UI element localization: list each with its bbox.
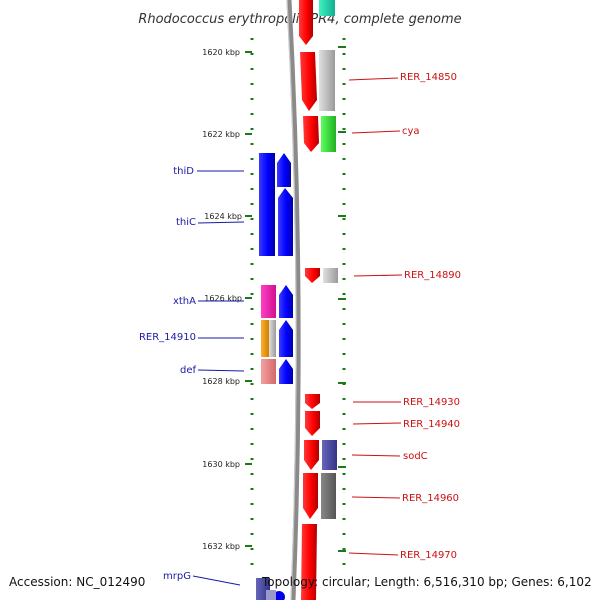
gene-label-sodc[interactable]: sodC xyxy=(351,451,428,462)
gene-block[interactable] xyxy=(269,320,276,357)
gene-arrow[interactable] xyxy=(305,268,320,283)
gene-label-rer-14930[interactable]: RER_14930 xyxy=(353,397,460,408)
gene-block[interactable] xyxy=(259,153,275,256)
gene-arrow[interactable] xyxy=(301,524,317,600)
gene-label-text: def xyxy=(180,365,197,376)
gene-label-text: RER_14910 xyxy=(139,332,196,343)
tick-label: 1628 kbp xyxy=(202,377,240,386)
gene-label-cya[interactable]: cya xyxy=(351,126,420,137)
gene-label-text: RER_14930 xyxy=(403,397,460,408)
gene-arrow[interactable] xyxy=(279,359,293,384)
genome-backbone xyxy=(286,0,301,600)
gene-block[interactable] xyxy=(266,590,276,600)
gene-label-text: RER_14850 xyxy=(400,72,457,83)
ruler-tick: 1626 kbp xyxy=(204,294,252,303)
gene-arrow[interactable] xyxy=(300,52,317,111)
ruler-tick: 1624 kbp xyxy=(204,212,252,221)
gene-label-text: xthA xyxy=(173,296,196,307)
gene-arrow[interactable] xyxy=(278,188,293,256)
gene-arrow[interactable] xyxy=(277,153,291,187)
gene-arrow[interactable] xyxy=(303,473,318,519)
ruler-tick: 1628 kbp xyxy=(202,377,252,386)
gene-label-rer-14970[interactable]: RER_14970 xyxy=(348,550,457,561)
gene-label-text: RER_14970 xyxy=(400,550,457,561)
gene-label-rer-14940[interactable]: RER_14940 xyxy=(352,419,460,430)
gene-marker[interactable] xyxy=(273,591,285,600)
tick-label: 1624 kbp xyxy=(204,212,242,221)
gene-block[interactable] xyxy=(321,473,336,519)
gene-block[interactable] xyxy=(261,285,276,318)
gene-arrow[interactable] xyxy=(303,116,319,152)
ruler-tick: 1632 kbp xyxy=(202,542,252,551)
tick-label: 1632 kbp xyxy=(202,542,240,551)
gene-arrow[interactable] xyxy=(279,320,293,357)
tick-label: 1622 kbp xyxy=(202,130,240,139)
tick-label: 1620 kbp xyxy=(202,48,240,57)
gene-label-rer-14850[interactable]: RER_14850 xyxy=(348,72,457,83)
gene-label-text: RER_14890 xyxy=(404,270,461,281)
gene-block[interactable] xyxy=(319,50,335,111)
gene-label-mrpg[interactable]: mrpG xyxy=(163,571,241,586)
topology-summary: Topology: circular; Length: 6,516,310 bp… xyxy=(262,575,592,589)
ruler-tick-right xyxy=(338,46,346,552)
gene-label-text: cya xyxy=(402,126,420,137)
gene-label-rer-14890[interactable]: RER_14890 xyxy=(353,270,461,281)
gene-label-text: RER_14940 xyxy=(403,419,460,430)
gene-label-text: RER_14960 xyxy=(402,493,459,504)
gene-label-thic[interactable]: thiC xyxy=(176,217,245,228)
gene-label-text: sodC xyxy=(403,451,428,462)
accession-label: Accession: NC_012490 xyxy=(9,575,146,589)
gene-arrow[interactable] xyxy=(279,285,293,318)
gene-block[interactable] xyxy=(261,320,269,357)
gene-block[interactable] xyxy=(321,116,336,152)
gene-arrow[interactable] xyxy=(305,411,320,436)
gene-label-text: mrpG xyxy=(163,571,191,582)
gene-block[interactable] xyxy=(319,0,335,16)
gene-label-thid[interactable]: thiD xyxy=(173,166,244,177)
gene-block[interactable] xyxy=(323,268,338,283)
gene-label-text: thiD xyxy=(173,166,194,177)
gene-label-xtha[interactable]: xthA xyxy=(173,296,244,307)
genome-backbone-highlight xyxy=(286,0,297,600)
gene-arrow[interactable] xyxy=(299,0,313,45)
tick-label: 1626 kbp xyxy=(204,294,242,303)
gene-arrow[interactable] xyxy=(304,440,319,470)
gene-block[interactable] xyxy=(322,440,337,470)
tick-label: 1630 kbp xyxy=(202,460,240,469)
gene-label-def[interactable]: def xyxy=(180,365,245,376)
ruler-tick: 1630 kbp xyxy=(202,460,252,469)
gene-label-rer-14960[interactable]: RER_14960 xyxy=(351,493,459,504)
gene-label-text: thiC xyxy=(176,217,196,228)
gene-block[interactable] xyxy=(261,359,276,384)
ruler-tick: 1622 kbp xyxy=(202,130,252,139)
gene-arrow[interactable] xyxy=(305,394,320,409)
gene-label-rer-14910[interactable]: RER_14910 xyxy=(139,332,244,343)
ruler-tick: 1620 kbp xyxy=(202,48,252,57)
